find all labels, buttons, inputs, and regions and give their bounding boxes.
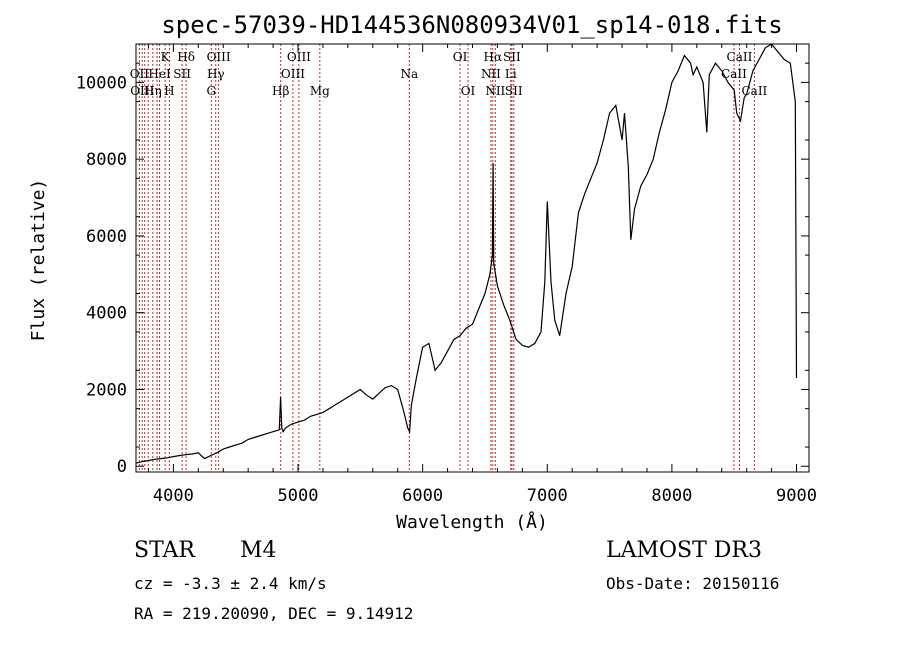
axes: 4000 5000 6000 7000 8000 9000 0 2000 4000 6000 800… [76, 44, 817, 506]
ra-dec: RA = 219.20090, DEC = 9.14912 [134, 604, 414, 623]
line-label: Hβ [272, 84, 289, 98]
line-markers [138, 44, 755, 472]
line-label: OIII [207, 50, 231, 64]
line-label: Mg [310, 84, 330, 98]
x-tick-label: 9000 [776, 486, 817, 506]
line-label: OII [130, 67, 150, 81]
line-label: Hγ [207, 67, 225, 81]
line-label: CaII [721, 67, 747, 81]
line-label: OI [453, 50, 468, 64]
chart-title: spec-57039-HD144536N080934V01_sp14-018.f… [161, 11, 782, 39]
survey-name: LAMOST DR3 [606, 538, 762, 563]
line-label: OIII [281, 67, 305, 81]
line-label: OIII [287, 50, 311, 64]
x-axis-label: Wavelength (Å) [396, 511, 548, 533]
y-axis-label: Flux (relative) [28, 179, 49, 342]
line-label: Hη [144, 84, 162, 98]
line-label: NII [481, 67, 501, 81]
x-tick-label: 8000 [651, 486, 692, 506]
y-tick-label: 8000 [86, 150, 127, 170]
object-class: STAR [134, 538, 195, 563]
line-label: K [161, 50, 171, 64]
line-label: Li [505, 67, 517, 81]
x-tick-label: 5000 [278, 486, 319, 506]
y-tick-label: 4000 [86, 304, 127, 324]
line-label: NII [485, 84, 505, 98]
line-label: Hα [484, 50, 503, 64]
y-tick-label: 10000 [76, 73, 127, 93]
line-label: H [164, 84, 174, 98]
line-labels: OIIOIIIHηHeIKHSIIHδGHγOIIIHβOIIIOIIIMgNa… [130, 50, 768, 98]
line-label: OI [461, 84, 476, 98]
line-label: G [206, 84, 216, 98]
object-subclass: M4 [240, 538, 277, 563]
line-label: SII [505, 84, 523, 98]
obs-date: Obs-Date: 20150116 [606, 574, 780, 593]
line-label: Na [400, 67, 418, 81]
redshift-cz: cz = -3.3 ± 2.4 km/s [134, 574, 327, 593]
x-tick-label: 4000 [153, 486, 194, 506]
y-tick-label: 0 [117, 457, 127, 477]
line-label: SII [173, 67, 191, 81]
line-label: CaII [727, 50, 753, 64]
x-tick-label: 7000 [527, 486, 568, 506]
y-tick-label: 2000 [86, 380, 127, 400]
spectrum-line [135, 43, 798, 464]
x-tick-label: 6000 [402, 486, 443, 506]
line-label: HeI [148, 67, 171, 81]
line-label: SII [503, 50, 521, 64]
line-label: Hδ [177, 50, 195, 64]
y-tick-label: 6000 [86, 227, 127, 247]
